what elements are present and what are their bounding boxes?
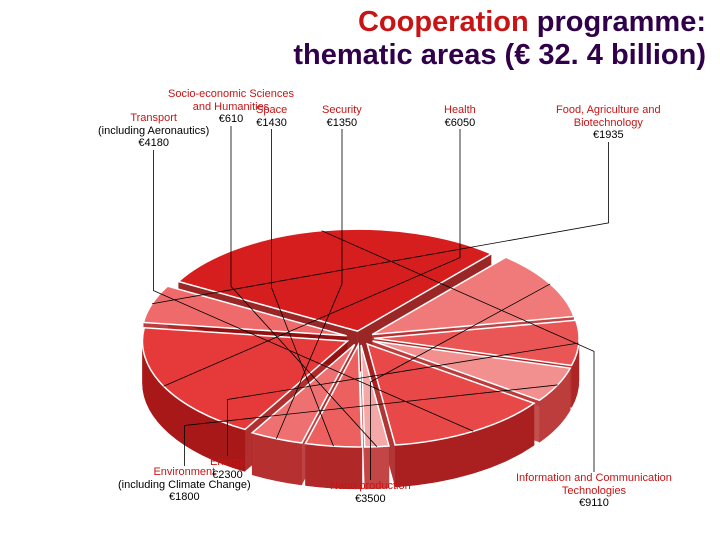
title-rest: programme: [529,6,706,38]
pie-chart: Socio-economic Sciencesand Humanities€61… [0,88,720,540]
page-title: Cooperation programme: thematic areas (€… [293,6,706,73]
label-energy: Energy€2300 [210,456,245,481]
label-nano: Nano production€3500 [330,480,411,505]
label-security: Security€1350 [322,104,362,129]
label-health: Health€6050 [444,104,476,129]
label-food: Food, Agriculture andBiotechnology€1935 [556,104,661,142]
label-ict: Information and CommunicationTechnologie… [516,472,672,510]
title-accent: Cooperation [358,6,529,38]
label-transport: Transport(including Aeronautics)€4180 [98,112,209,150]
title-line2: thematic areas (€ 32. 4 billion) [293,39,706,72]
label-space: Space€1430 [256,104,287,129]
